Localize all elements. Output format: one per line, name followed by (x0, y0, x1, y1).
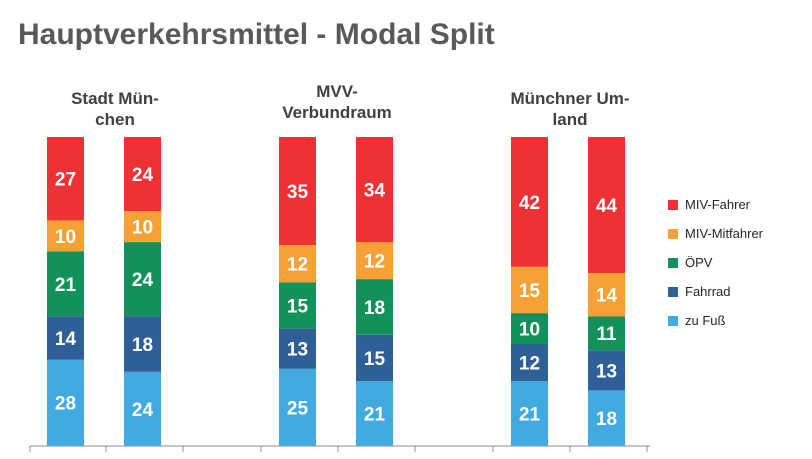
legend-label: MIV-Fahrer (685, 197, 751, 212)
data-label-zu-fuss: 25 (287, 398, 309, 419)
bar-segment-fahrrad (588, 350, 625, 391)
bar-segment-zu-fuss (124, 371, 161, 446)
group-label-muenchner-umland: Münchner Um- land (490, 88, 650, 130)
bar-segment-oepv (588, 316, 625, 351)
data-label-miv-fahrer: 27 (55, 170, 76, 191)
data-label-zu-fuss: 21 (519, 405, 541, 426)
data-label-oepv: 11 (596, 324, 617, 345)
group-label-stadt-muenchen: Stadt Mün- chen (40, 88, 190, 130)
legend-swatch (668, 199, 678, 210)
bar-segment-zu-fuss (47, 359, 84, 446)
bar-segment-miv-fahrer (588, 137, 625, 273)
bar-segment-miv-fahrer (124, 137, 161, 212)
bar-segment-miv-fahrer (511, 137, 548, 267)
bar-segment-oepv (47, 251, 84, 317)
group-label-line: MVV- (316, 82, 358, 101)
data-label-zu-fuss: 28 (55, 394, 76, 415)
data-label-miv-fahrer: 24 (132, 165, 154, 186)
bar-segment-miv-fahrer (279, 137, 316, 246)
data-label-fahrrad: 18 (132, 335, 153, 356)
group-label-line: chen (95, 110, 135, 129)
data-label-miv-fahrer: 44 (596, 196, 618, 217)
bar-segment-miv-mitfahrer (279, 245, 316, 283)
legend-label: ÖPV (685, 255, 713, 270)
bar-segment-miv-fahrer (47, 137, 84, 221)
data-label-fahrrad: 13 (596, 361, 617, 382)
bar-segment-miv-mitfahrer (124, 211, 161, 243)
bar-segment-oepv (279, 282, 316, 329)
bar-segment-oepv (124, 242, 161, 317)
data-label-oepv: 10 (519, 320, 540, 341)
data-label-zu-fuss: 21 (364, 405, 386, 426)
group-label-line: land (552, 110, 588, 129)
legend-item-miv-mitfahrer: MIV-Mitfahrer (668, 219, 763, 248)
data-label-zu-fuss: 18 (596, 409, 617, 430)
bar-segment-zu-fuss (356, 381, 393, 446)
bar-segment-zu-fuss (511, 381, 548, 446)
data-label-miv-mitfahrer: 10 (55, 227, 76, 248)
bar-segment-fahrrad (124, 316, 161, 372)
data-label-oepv: 15 (287, 296, 309, 317)
bar-segment-miv-mitfahrer (588, 273, 625, 317)
chart-legend: MIV-Fahrer MIV-Mitfahrer ÖPV Fahrrad zu Fuß (668, 190, 763, 335)
data-label-fahrrad: 12 (519, 354, 540, 375)
data-label-miv-mitfahrer: 10 (132, 218, 153, 239)
chart-title: Hauptverkehrsmittel - Modal Split (18, 18, 495, 51)
data-label-miv-mitfahrer: 12 (364, 252, 385, 273)
group-label-line: Stadt Mün- (71, 89, 159, 108)
data-label-zu-fuss: 24 (132, 400, 154, 421)
bar-segment-miv-fahrer (356, 137, 393, 243)
legend-swatch (668, 228, 678, 239)
data-label-miv-mitfahrer: 12 (287, 255, 308, 276)
data-label-miv-fahrer: 35 (287, 182, 309, 203)
data-label-oepv: 24 (132, 270, 154, 291)
group-label-mvv-verbundraum: MVV- Verbundraum (262, 81, 412, 123)
legend-swatch (668, 257, 678, 268)
data-label-oepv: 21 (55, 275, 77, 296)
bar-segment-fahrrad (356, 334, 393, 382)
bar-segment-fahrrad (279, 328, 316, 369)
data-label-fahrrad: 14 (55, 329, 77, 350)
data-label-miv-fahrer: 34 (364, 181, 386, 202)
bar-segment-oepv (511, 313, 548, 344)
bar-segment-miv-mitfahrer (356, 242, 393, 280)
bar-segment-miv-mitfahrer (47, 220, 84, 252)
legend-label: zu Fuß (685, 313, 726, 328)
bar-segment-zu-fuss (279, 368, 316, 447)
legend-swatch (668, 286, 678, 297)
data-label-fahrrad: 15 (364, 349, 386, 370)
legend-item-zu-fuss: zu Fuß (668, 306, 763, 335)
group-label-line: Verbundraum (282, 103, 392, 122)
bar-segment-oepv (356, 279, 393, 335)
legend-label: Fahrrad (685, 284, 731, 299)
bar-segment-miv-mitfahrer (511, 266, 548, 314)
legend-swatch (668, 315, 678, 326)
group-label-line: Münchner Um- (510, 89, 630, 108)
legend-item-fahrrad: Fahrrad (668, 277, 763, 306)
data-label-miv-fahrer: 42 (519, 193, 540, 214)
legend-item-oepv: ÖPV (668, 248, 763, 277)
data-label-fahrrad: 13 (287, 340, 308, 361)
bar-segment-fahrrad (47, 316, 84, 360)
data-label-oepv: 18 (364, 298, 385, 319)
bar-segment-fahrrad (511, 344, 548, 382)
data-label-miv-mitfahrer: 14 (596, 286, 618, 307)
legend-item-miv-fahrer: MIV-Fahrer (668, 190, 763, 219)
data-label-miv-mitfahrer: 15 (519, 281, 541, 302)
legend-label: MIV-Mitfahrer (685, 226, 764, 241)
bar-segment-zu-fuss (588, 390, 625, 446)
